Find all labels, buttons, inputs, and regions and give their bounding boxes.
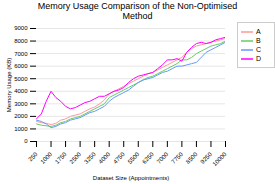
svg-text:3250: 3250: [83, 151, 97, 165]
svg-text:7750: 7750: [170, 151, 184, 165]
svg-text:8500: 8500: [185, 151, 199, 165]
svg-text:5500: 5500: [127, 151, 141, 165]
svg-text:5000: 5000: [14, 76, 28, 82]
svg-text:9000: 9000: [14, 25, 28, 31]
svg-text:2500: 2500: [68, 151, 82, 165]
svg-text:7000: 7000: [156, 151, 170, 165]
svg-text:6000: 6000: [14, 63, 28, 69]
svg-text:9250: 9250: [199, 151, 213, 165]
svg-text:Memory Usage (KB): Memory Usage (KB): [6, 58, 12, 112]
svg-text:2000: 2000: [14, 113, 28, 119]
svg-text:3000: 3000: [14, 101, 28, 107]
svg-text:1750: 1750: [54, 151, 68, 165]
html-text:B: B: [256, 37, 261, 44]
svg-text:4000: 4000: [14, 88, 28, 94]
svg-text:10000: 10000: [212, 151, 229, 168]
svg-text:0: 0: [24, 138, 28, 144]
html-text:C: C: [256, 46, 262, 53]
svg-text:4000: 4000: [98, 151, 112, 165]
svg-text:Dataset Size (Appointments): Dataset Size (Appointments): [93, 175, 169, 181]
svg-text:7000: 7000: [14, 51, 28, 57]
html-text:A: A: [256, 28, 261, 35]
svg-text:1000: 1000: [39, 151, 53, 165]
svg-text:8000: 8000: [14, 38, 28, 44]
html-text:D: D: [256, 55, 262, 62]
html-text:Memory Usage Comparison of the: Memory Usage Comparison of the Non-Optim…: [37, 1, 238, 21]
svg-text:4750: 4750: [112, 151, 126, 165]
svg-text:250: 250: [27, 151, 39, 163]
svg-text:6250: 6250: [141, 151, 155, 165]
svg-text:1000: 1000: [14, 126, 28, 132]
